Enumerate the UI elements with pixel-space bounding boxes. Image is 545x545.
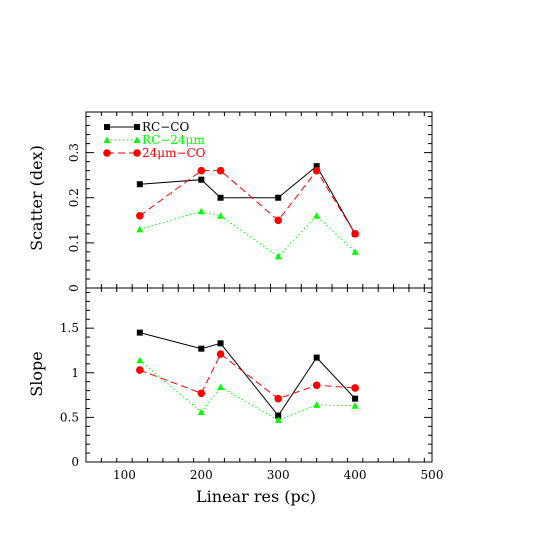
legend-marker [103, 136, 111, 143]
data-point-1-1 [197, 207, 205, 215]
data-point-0-4 [313, 354, 320, 361]
data-point-0-2 [217, 340, 224, 347]
slope-panel: 0 0.5 1 1.5 100 200 300 400 500 [60, 287, 444, 482]
x-tick-label: 100 [113, 468, 136, 482]
data-point-2-0 [136, 366, 144, 374]
legend-label: RC−CO [142, 120, 189, 134]
data-point-2-1 [197, 389, 206, 398]
x-tick-label: 400 [344, 468, 367, 482]
data-point-1-2 [217, 383, 225, 391]
legend-marker [103, 149, 111, 157]
x-axis-title: Linear res (pc) [196, 487, 316, 506]
data-point-1-3 [274, 416, 282, 424]
data-point-0-2 [217, 194, 224, 201]
y-axis-title-slope: Slope [27, 351, 46, 396]
data-point-0-3 [275, 412, 282, 419]
legend-marker [133, 149, 141, 157]
legend-marker [104, 124, 110, 130]
data-point-2-3 [274, 394, 283, 403]
data-point-2-2 [216, 350, 225, 358]
data-point-2-5 [351, 384, 359, 392]
data-point-0-5 [352, 395, 359, 402]
y-tick-label: 1.5 [60, 321, 79, 335]
data-point-2-4 [312, 166, 321, 175]
data-point-1-3 [274, 252, 282, 260]
series-line-1 [139, 359, 356, 421]
y-tick-label: 0.1 [67, 233, 81, 252]
series-line-0 [139, 332, 356, 417]
x-tick-label: 200 [190, 468, 213, 482]
data-point-0-0 [136, 181, 143, 188]
data-point-2-5 [351, 230, 359, 238]
data-point-2-3 [274, 216, 283, 225]
legend-label: 24μm−CO [142, 146, 206, 160]
data-point-2-2 [216, 166, 225, 175]
data-point-1-0 [136, 356, 144, 364]
y-tick-label: 0 [67, 284, 81, 292]
series-line-1 [139, 210, 356, 258]
legend-marker [133, 136, 141, 143]
x-tick-label: 300 [267, 468, 290, 482]
y-axis-title-scatter: Scatter (dex) [27, 145, 46, 251]
y-tick-label: 0.2 [67, 188, 81, 207]
data-point-2-4 [312, 381, 321, 390]
series-line-2 [139, 169, 356, 235]
data-point-1-1 [197, 408, 205, 416]
data-point-1-2 [217, 212, 225, 219]
y-tick-label: 0 [71, 455, 79, 469]
data-point-0-3 [275, 194, 282, 201]
legend-label: RC−24μm [142, 133, 205, 147]
scatter-panel: 0 0.1 0.2 0.3 [67, 111, 433, 292]
data-point-1-0 [136, 225, 144, 233]
data-point-0-1 [198, 345, 205, 352]
series-line-2 [139, 353, 356, 400]
y-tick-label: 0.5 [60, 410, 79, 424]
legend-marker [134, 124, 140, 130]
data-point-1-5 [351, 248, 359, 255]
data-point-0-4 [313, 163, 320, 170]
series-line-0 [139, 165, 356, 235]
data-point-2-0 [136, 211, 144, 220]
data-point-1-5 [351, 402, 359, 409]
plot-frame [85, 287, 433, 463]
data-point-1-4 [313, 401, 321, 408]
y-tick-label: 1 [71, 366, 79, 380]
x-tick-label: 500 [421, 468, 444, 482]
data-point-0-0 [136, 329, 143, 336]
y-tick-label: 0.3 [67, 143, 81, 162]
data-point-1-4 [313, 212, 321, 219]
data-point-2-1 [197, 166, 206, 175]
data-point-0-1 [198, 176, 205, 183]
